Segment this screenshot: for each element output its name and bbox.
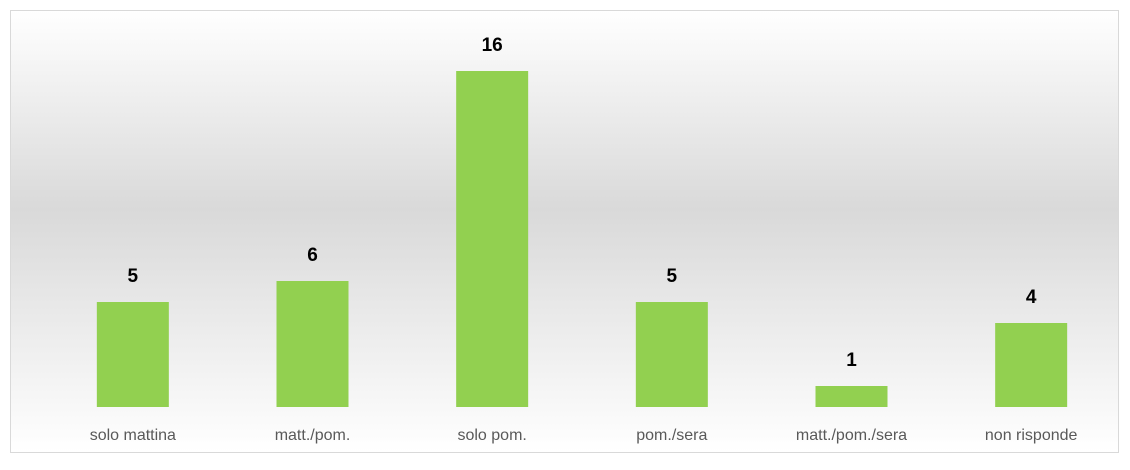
data-label: 5 (128, 266, 139, 287)
data-label: 4 (1026, 287, 1037, 308)
data-label: 5 (667, 266, 678, 287)
bar (815, 386, 888, 407)
data-label: 16 (482, 35, 503, 56)
data-label: 1 (846, 350, 857, 371)
x-tick-label: matt./pom. (275, 427, 351, 444)
bar (96, 302, 169, 407)
chart-area (10, 10, 1119, 453)
x-tick-label: matt./pom./sera (796, 427, 907, 444)
x-tick-label: solo pom. (457, 427, 526, 444)
bar (276, 281, 349, 407)
x-tick-label: non risponde (985, 427, 1078, 444)
data-label: 6 (307, 245, 318, 266)
x-tick-label: solo mattina (90, 427, 176, 444)
bar (456, 71, 529, 407)
x-tick-label: pom./sera (636, 427, 707, 444)
bar (995, 323, 1068, 407)
bar (635, 302, 708, 407)
